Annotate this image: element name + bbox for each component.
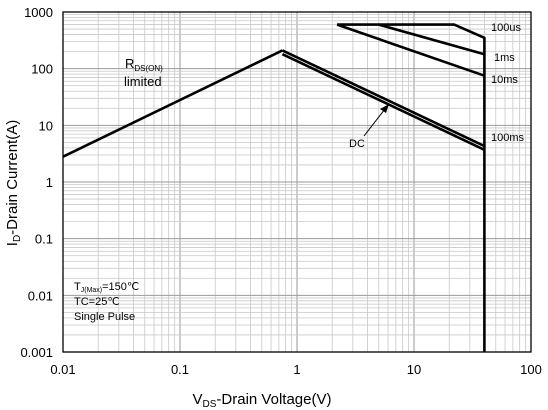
series-line <box>62 49 283 158</box>
series-layer <box>62 23 486 352</box>
y-tick-label: 100 <box>31 62 53 77</box>
rds-label: RDS(ON) <box>125 56 163 73</box>
rds-label-main: R <box>125 56 134 71</box>
grid <box>62 12 531 353</box>
label-100ms: 100ms <box>491 132 525 144</box>
x-tick-label: 0.1 <box>171 362 189 377</box>
y-axis-title: ID-Drain Current(A) <box>4 120 23 246</box>
dc-arrow-line <box>363 108 386 137</box>
series-line <box>337 23 486 352</box>
y-axis-title-rest: -Drain Current(A) <box>4 120 21 235</box>
label-100us: 100us <box>491 22 521 34</box>
series-line <box>281 53 485 151</box>
y-axis-title-main: I <box>4 242 21 246</box>
label-1ms: 1ms <box>494 52 515 64</box>
condition-tc: TC=25℃ <box>74 296 120 308</box>
y-tick-label: 0.1 <box>35 232 53 247</box>
condition-tj-main: T <box>74 281 81 293</box>
x-axis-title-rest: -Drain Voltage(V) <box>216 391 331 408</box>
plot-frame <box>62 11 532 353</box>
x-axis-title-sub: DS <box>203 399 217 410</box>
label-dc: DC <box>349 138 365 150</box>
condition-tj-sub: J(Max) <box>81 287 102 294</box>
x-tick-label: 100 <box>520 362 542 377</box>
y-tick-label: 0.001 <box>20 345 53 360</box>
y-tick-label: 10 <box>39 118 53 133</box>
condition-pulse: Single Pulse <box>74 311 135 323</box>
series-line <box>336 23 485 77</box>
dc-arrow-head <box>380 104 389 113</box>
y-tick-label: 1000 <box>24 5 53 20</box>
x-tick-label: 0.01 <box>50 362 75 377</box>
x-tick-label: 10 <box>407 362 421 377</box>
series-line <box>281 49 485 148</box>
x-axis-title-main: V <box>193 391 203 408</box>
x-tick-label: 1 <box>293 362 300 377</box>
rds-label-sub: DS(ON) <box>134 64 163 73</box>
condition-tj-rest: =150℃ <box>102 281 139 293</box>
y-axis-title-sub: D <box>12 235 23 242</box>
y-tick-label: 1 <box>46 175 53 190</box>
label-10ms: 10ms <box>491 74 518 86</box>
rds-label-line2: limited <box>124 74 162 89</box>
x-tick-labels: 0.01 0.1 1 10 100 <box>50 362 542 377</box>
x-axis-title: VDS-Drain Voltage(V) <box>193 391 332 410</box>
condition-tj: TJ(Max)=150℃ <box>74 281 139 294</box>
y-tick-labels: 1000 100 10 1 0.1 0.01 0.001 <box>20 5 53 360</box>
series-line <box>378 23 485 56</box>
y-tick-label: 0.01 <box>28 288 53 303</box>
